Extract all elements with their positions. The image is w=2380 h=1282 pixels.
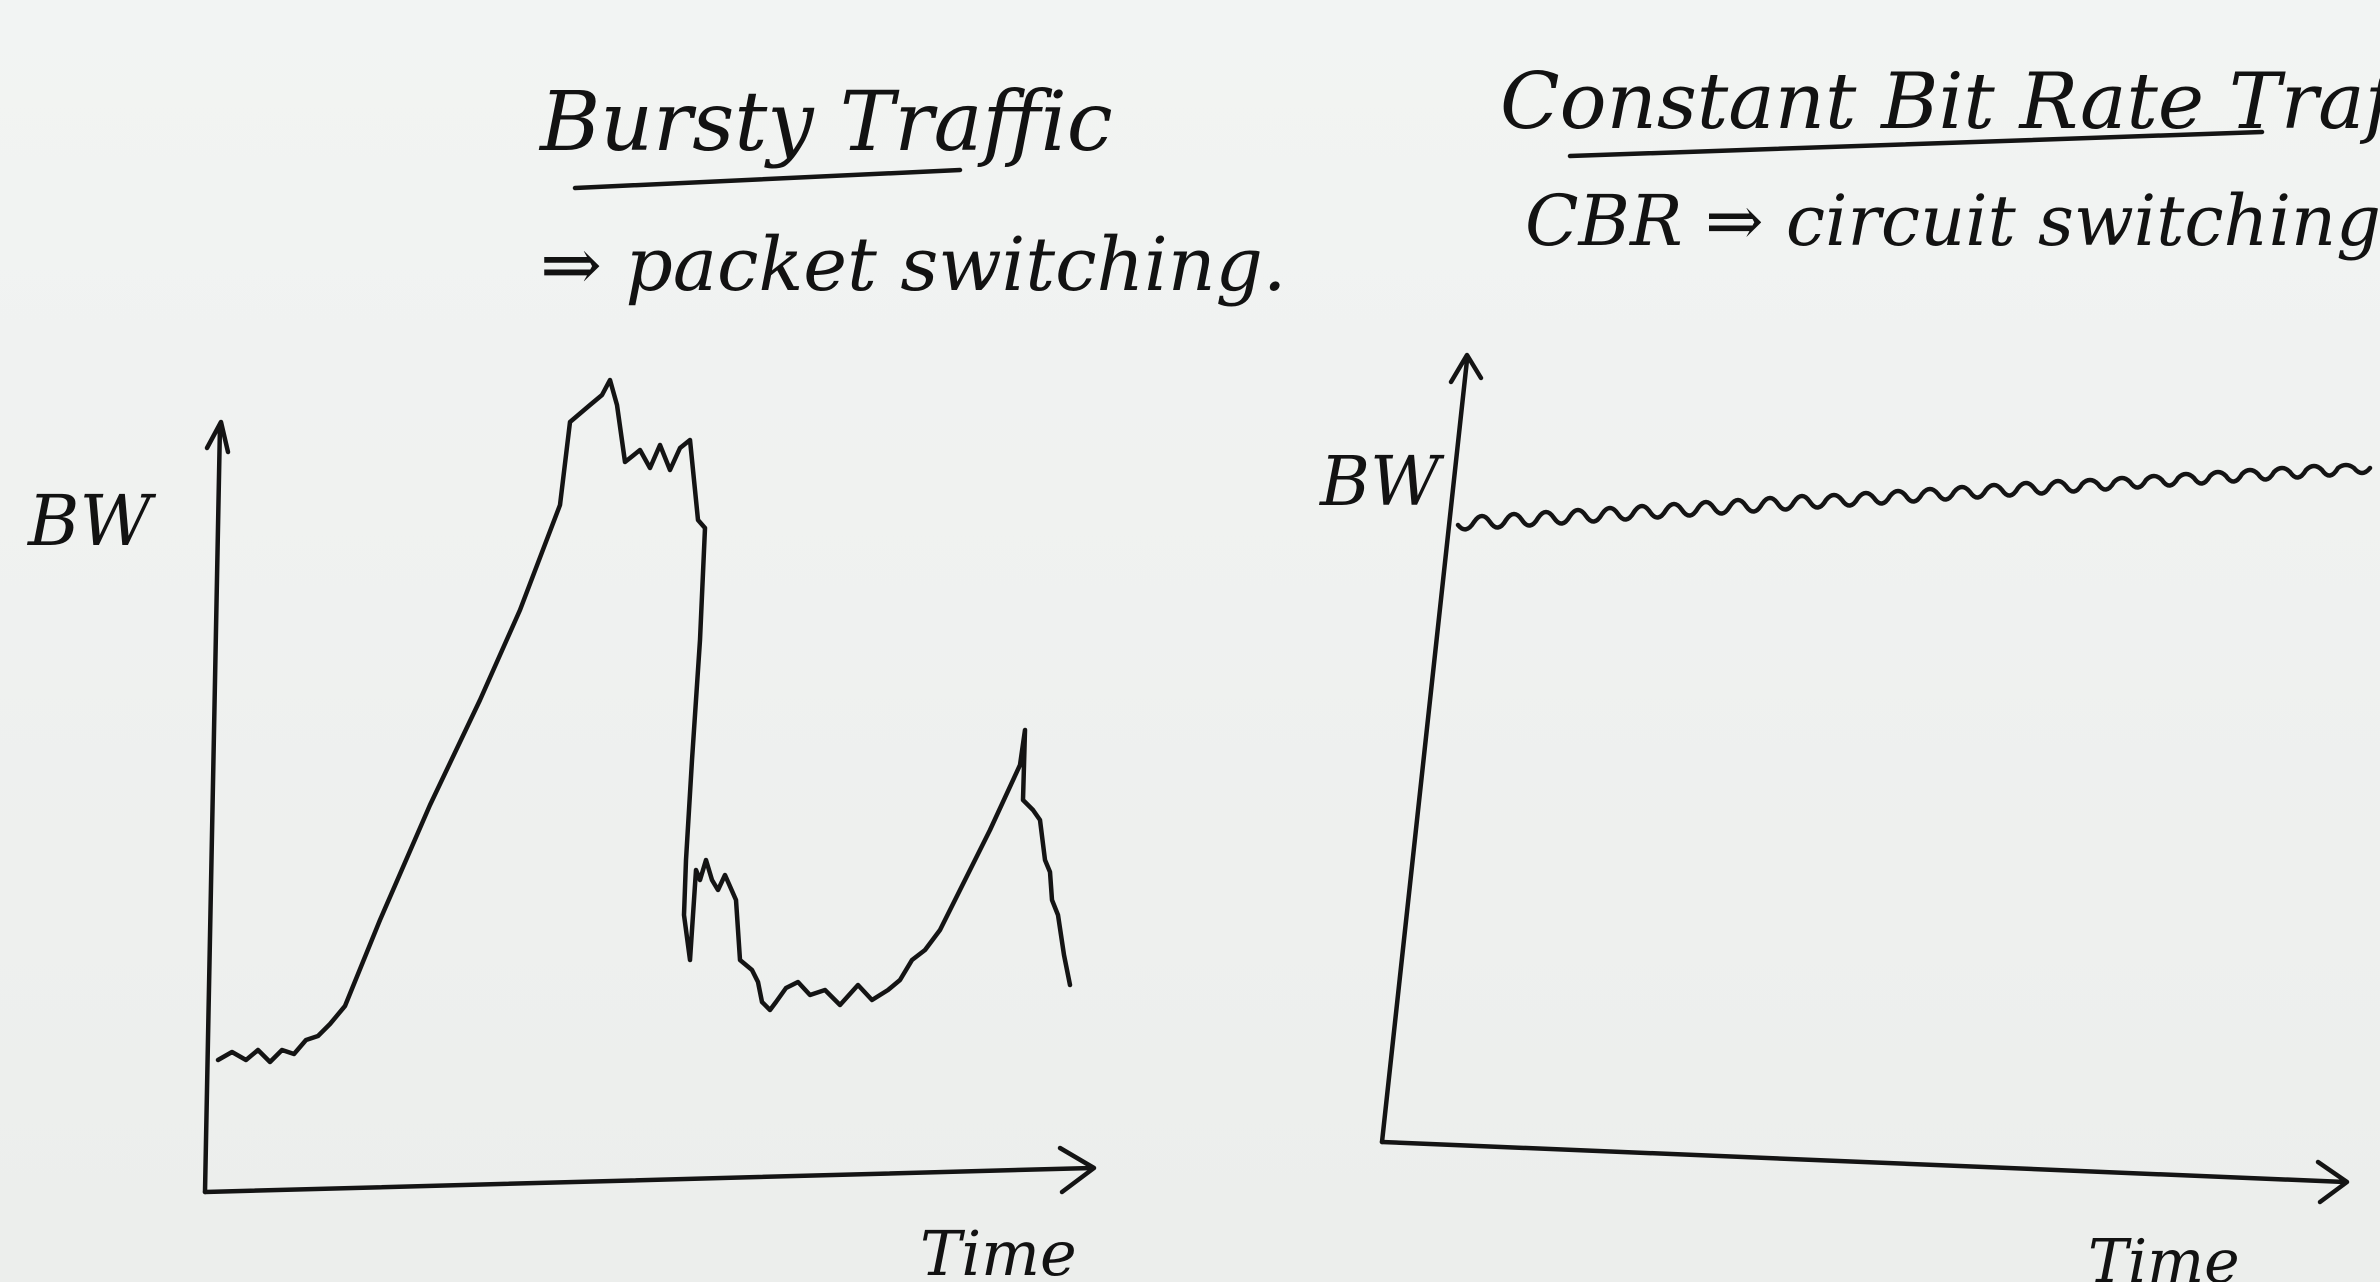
bursty-y-axis-arrow bbox=[204, 419, 231, 455]
cbr-subtitle: CBR ⇒ circuit switching. bbox=[1525, 180, 2380, 262]
bursty-traffic-curve bbox=[215, 377, 1073, 1065]
bursty-subtitle: ⇒ packet switching. bbox=[540, 222, 1286, 308]
cbr-traffic-panel: Constant Bit Rate Traffic CBR ⇒ circuit … bbox=[1318, 57, 2380, 1282]
cbr-y-axis-arrow bbox=[1448, 352, 1484, 385]
bursty-y-axis-label: BW bbox=[26, 480, 156, 562]
bursty-title-underline bbox=[572, 167, 963, 191]
bursty-x-axis-arrow bbox=[1057, 1145, 1097, 1195]
bursty-x-axis-label: Time bbox=[920, 1217, 1077, 1282]
cbr-y-axis bbox=[1379, 357, 1470, 1145]
bursty-title: Bursty Traffic bbox=[538, 75, 1113, 170]
cbr-x-axis bbox=[1379, 1139, 2348, 1185]
cbr-x-axis-label: Time bbox=[2088, 1227, 2240, 1282]
cbr-y-axis-label: BW bbox=[1318, 443, 1445, 522]
cbr-title-underline bbox=[1567, 129, 2265, 159]
cbr-x-axis-arrow bbox=[2315, 1159, 2350, 1205]
bursty-y-axis bbox=[202, 422, 223, 1195]
bursty-x-axis bbox=[202, 1165, 1095, 1195]
cbr-traffic-curve bbox=[1455, 462, 2373, 532]
bursty-traffic-panel: Bursty Traffic ⇒ packet switching. BW Ti… bbox=[26, 75, 1286, 1282]
